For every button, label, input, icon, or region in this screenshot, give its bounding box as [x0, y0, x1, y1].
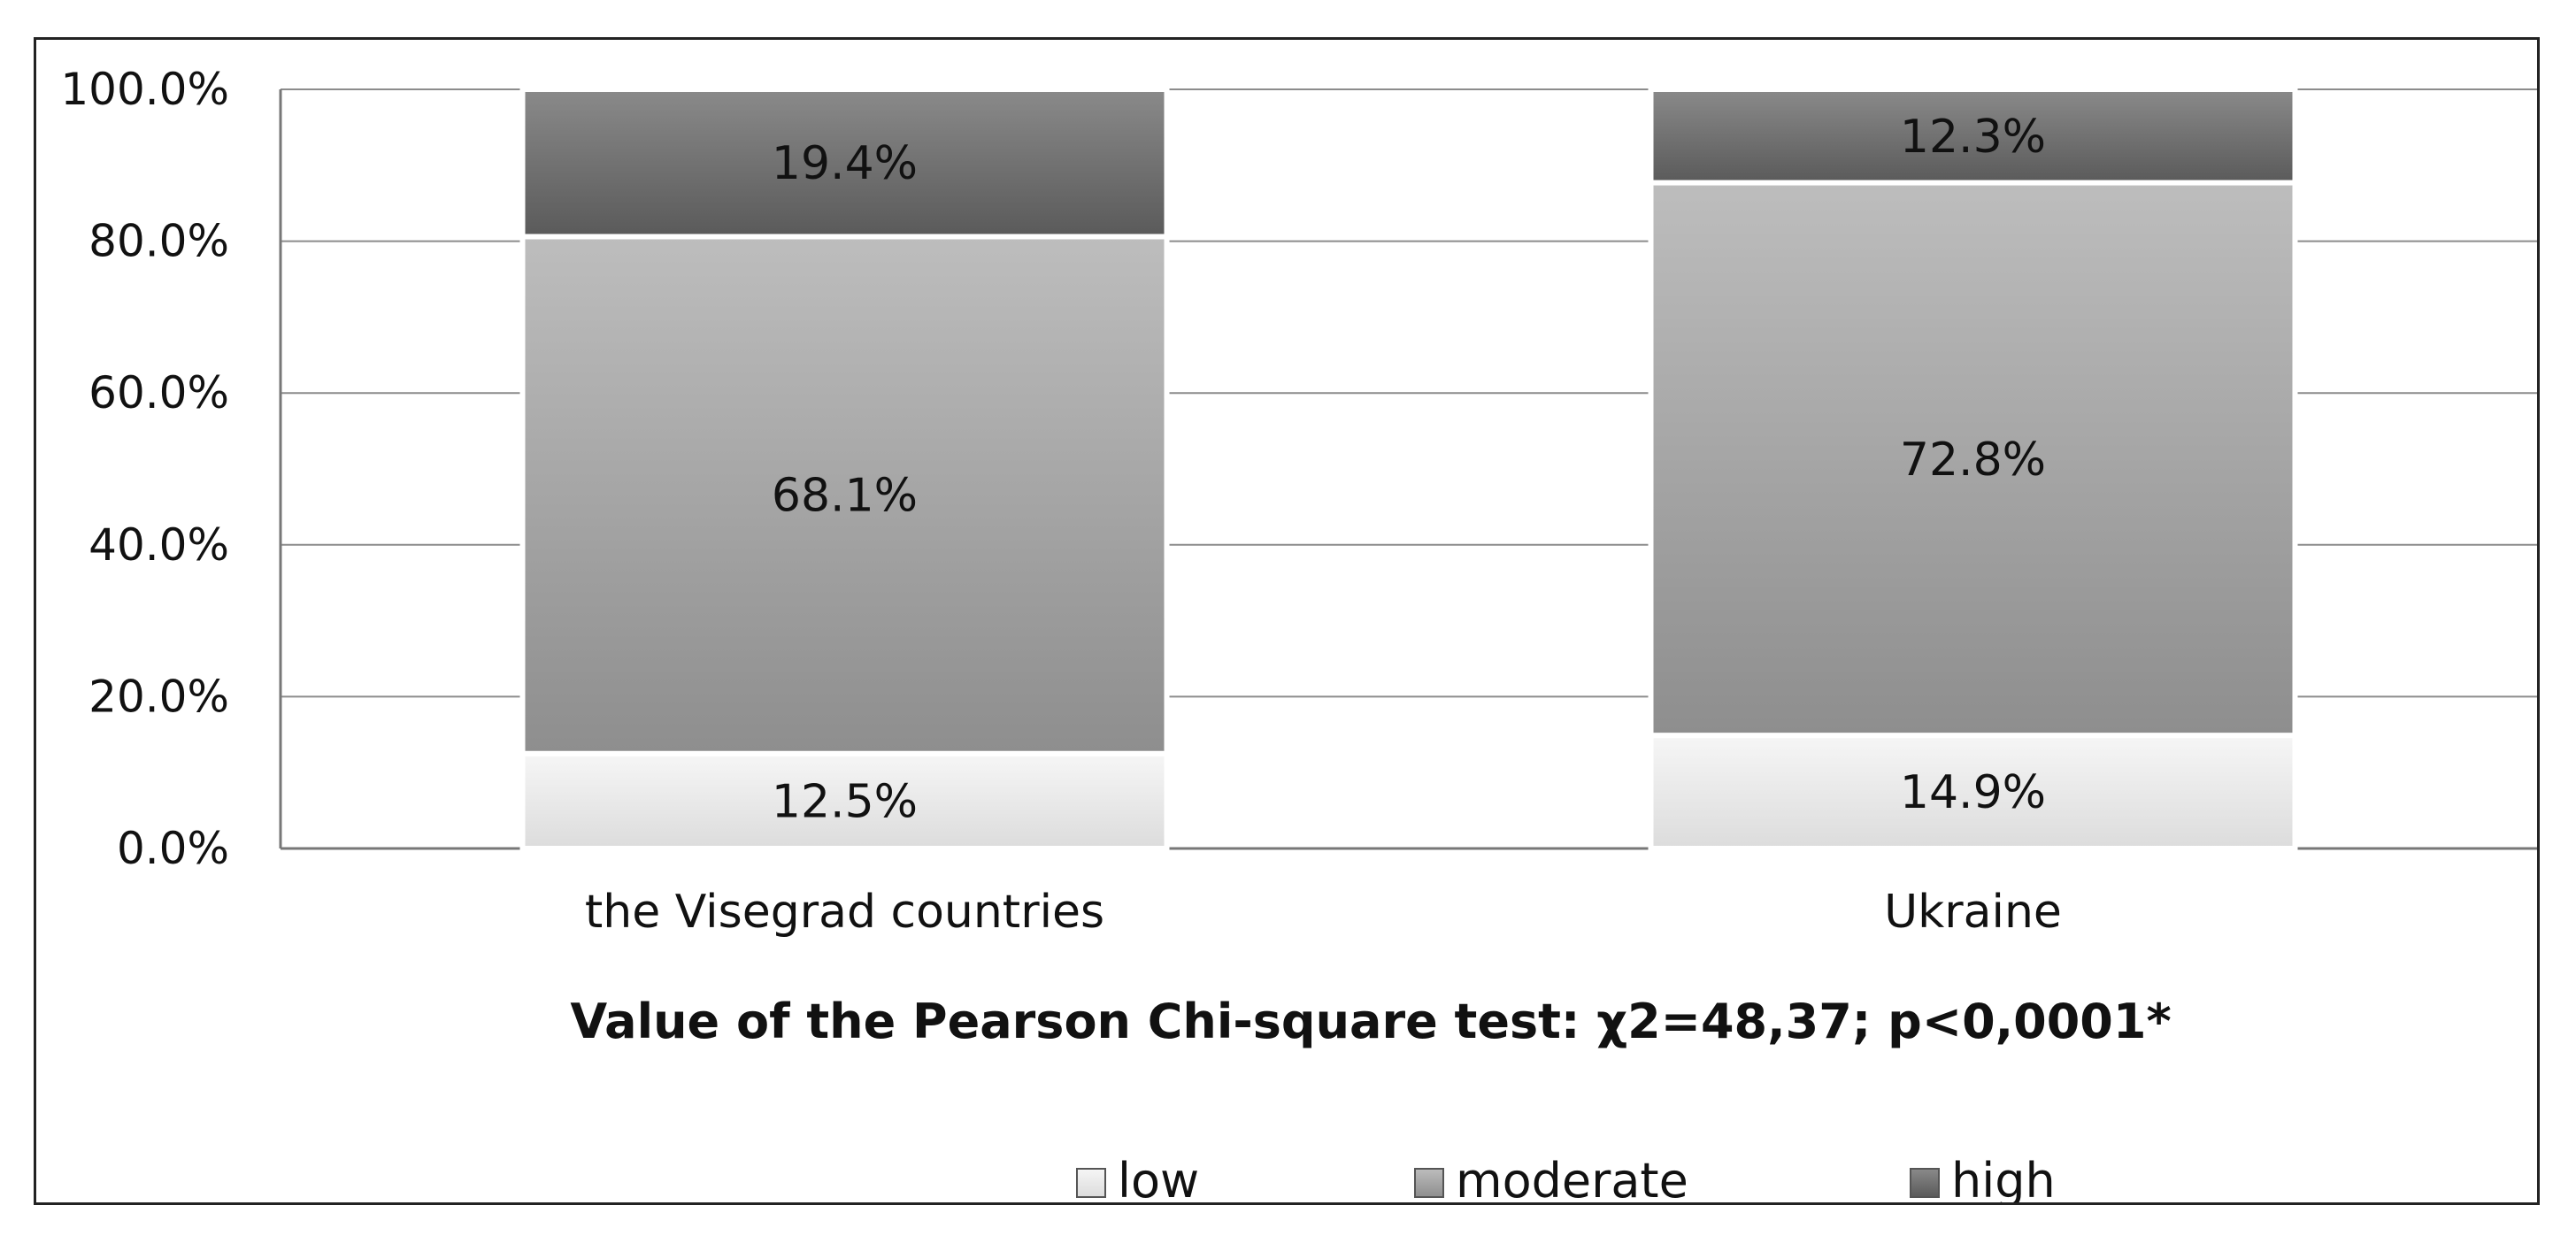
chart-frame: 0.0% 20.0% 40.0% 60.0% 80.0% 100.0% 12.5% 68.1… [34, 37, 2540, 1209]
legend-swatch-high [1910, 1168, 1940, 1198]
y-tick-label: 100.0% [60, 64, 229, 115]
legend-label-moderate: moderate [1456, 1153, 1688, 1202]
x-category-label: the Visegrad countries [585, 886, 1104, 939]
bar-moderate-2 [1648, 180, 2298, 739]
y-tick-label: 40.0% [88, 519, 229, 571]
bar-high-2 [1648, 87, 2298, 186]
chi-square-annotation: Value of the Pearson Chi-square test: χ2… [570, 994, 2171, 1049]
bar-low-1 [519, 750, 1170, 851]
legend-label-high: high [1951, 1153, 2056, 1202]
x-category-label: Ukraine [1884, 886, 2062, 939]
y-axis: 0.0% 20.0% 40.0% 60.0% 80.0% 100.0% [60, 64, 229, 874]
data-label-high-1: 19.4% [772, 137, 918, 190]
data-labels: 12.5% 68.1% 19.4% 14.9% 72.8% 12.3% [772, 111, 2046, 829]
bar-low-2 [1648, 733, 2298, 852]
y-tick-label: 80.0% [88, 216, 229, 267]
x-axis: the Visegrad countries Ukraine [585, 886, 2062, 939]
legend-swatch-low [1076, 1168, 1106, 1198]
data-label-moderate-1: 68.1% [772, 470, 918, 523]
y-tick-label: 20.0% [88, 671, 229, 722]
y-tick-label: 60.0% [88, 367, 229, 418]
data-label-low-2: 14.9% [1900, 766, 2046, 819]
data-label-moderate-2: 72.8% [1900, 434, 2046, 487]
legend-swatch-moderate [1414, 1168, 1444, 1198]
data-label-low-1: 12.5% [772, 775, 918, 828]
bar-moderate-1 [519, 234, 1170, 756]
bar-high-1 [519, 87, 1170, 240]
y-tick-label: 0.0% [117, 823, 229, 874]
legend: low moderate high [1076, 1153, 2056, 1209]
data-label-high-2: 12.3% [1900, 111, 2046, 164]
stacked-bar-chart: 0.0% 20.0% 40.0% 60.0% 80.0% 100.0% 12.5% 68.1… [60, 64, 2537, 1209]
bars [519, 87, 2298, 852]
legend-label-low: low [1118, 1153, 1199, 1202]
